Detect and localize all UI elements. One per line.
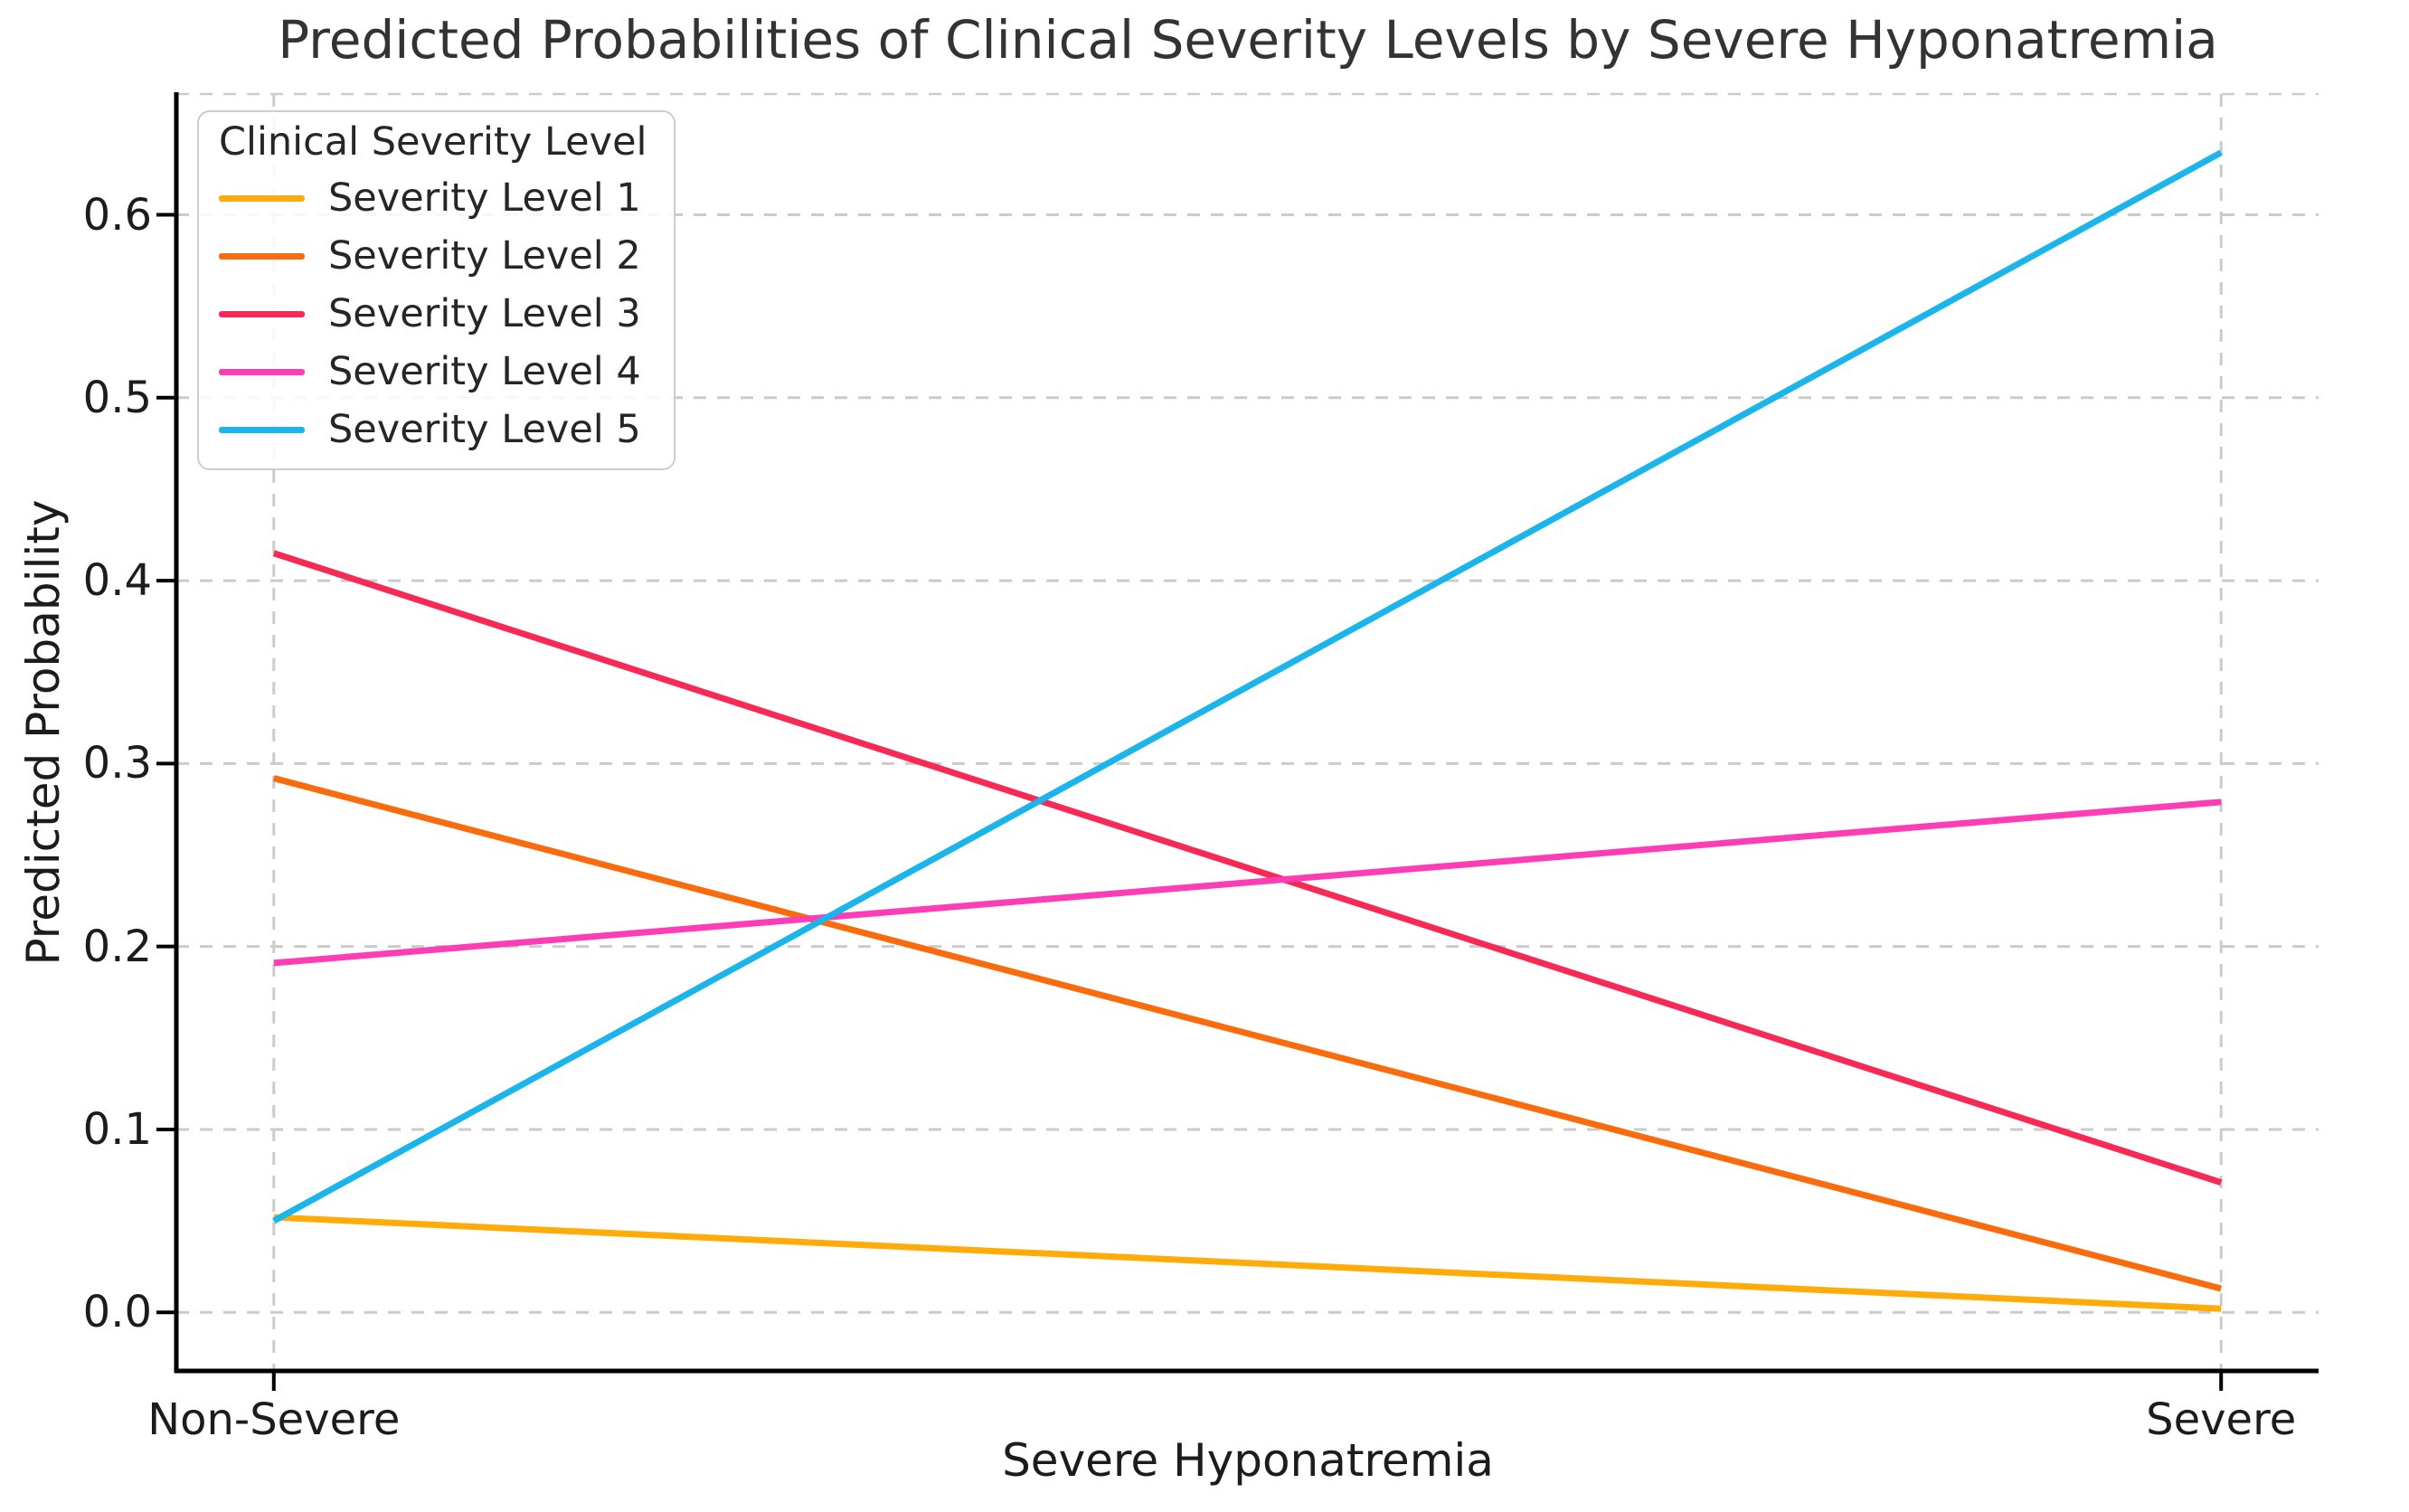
series-line-severity-level-1 bbox=[273, 1214, 2222, 1312]
y-tick-label: 0.4 bbox=[82, 555, 152, 607]
x-tick-label-non-severe: Non-Severe bbox=[147, 1394, 401, 1445]
legend-swatch-line bbox=[219, 252, 305, 260]
series-line-severity-level-2 bbox=[272, 775, 2223, 1292]
series-line-severity-level-3 bbox=[272, 550, 2223, 1186]
legend-item: Severity Level 4 bbox=[219, 349, 647, 394]
y-tick-label: 0.5 bbox=[82, 372, 152, 423]
y-tick-label: 0.2 bbox=[82, 921, 152, 972]
legend: Clinical Severity Level Severity Level 1… bbox=[197, 110, 676, 470]
legend-item-label: Severity Level 3 bbox=[328, 291, 641, 336]
legend-title: Clinical Severity Level bbox=[219, 119, 647, 165]
legend-item-label: Severity Level 1 bbox=[328, 175, 641, 221]
legend-item: Severity Level 1 bbox=[219, 175, 647, 221]
legend-item-label: Severity Level 4 bbox=[328, 349, 641, 394]
series-line-severity-level-5 bbox=[272, 149, 2223, 1224]
legend-swatch-line bbox=[219, 194, 305, 202]
legend-item: Severity Level 5 bbox=[219, 407, 647, 452]
legend-swatch-line bbox=[219, 426, 305, 433]
legend-item: Severity Level 2 bbox=[219, 233, 647, 279]
legend-swatch-line bbox=[219, 368, 305, 375]
legend-item-label: Severity Level 2 bbox=[328, 233, 641, 279]
legend-item-label: Severity Level 5 bbox=[328, 407, 641, 452]
legend-items: Severity Level 1 Severity Level 2 Severity… bbox=[219, 175, 647, 452]
y-tick-label: 0.0 bbox=[82, 1287, 152, 1338]
y-tick-label: 0.1 bbox=[82, 1103, 152, 1155]
x-axis-label: Severe Hyponatremia bbox=[1002, 1434, 1494, 1487]
x-tick-label-severe: Severe bbox=[2146, 1394, 2297, 1445]
legend-swatch-line bbox=[219, 310, 305, 317]
legend-item: Severity Level 3 bbox=[219, 291, 647, 336]
series-line-severity-level-4 bbox=[273, 799, 2222, 967]
y-tick-label: 0.6 bbox=[82, 189, 152, 241]
y-tick-label: 0.3 bbox=[82, 738, 152, 789]
chart-title: Predicted Probabilities of Clinical Seve… bbox=[278, 9, 2218, 71]
